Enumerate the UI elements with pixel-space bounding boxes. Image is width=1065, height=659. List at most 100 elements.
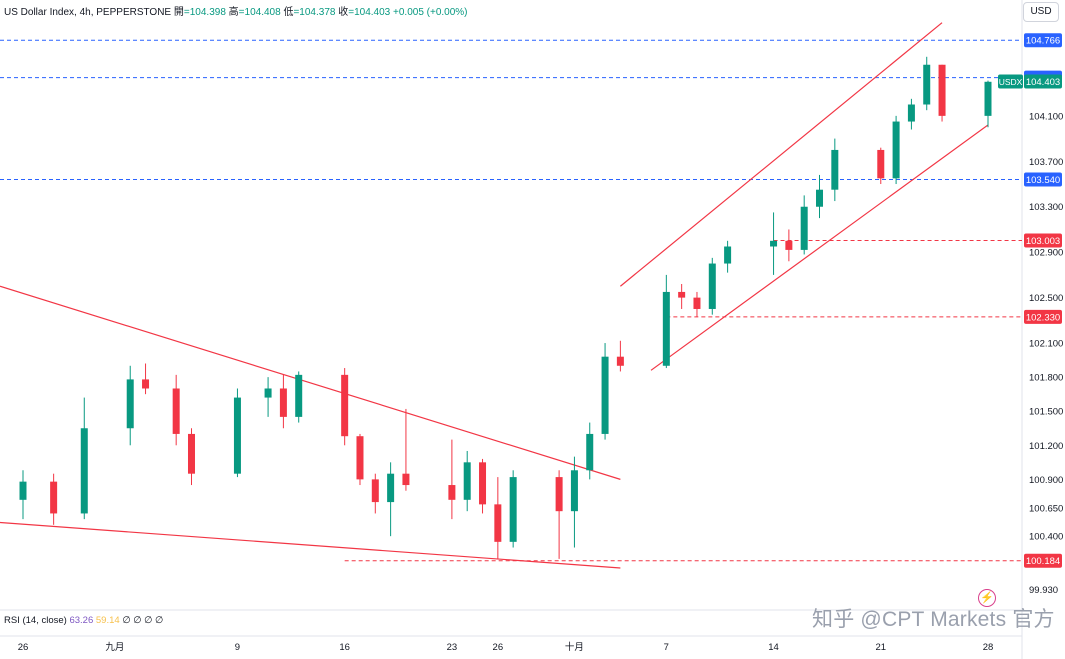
candle bbox=[586, 422, 594, 480]
symbol-title[interactable]: US Dollar Index, 4h, PEPPERSTONE bbox=[4, 7, 172, 18]
candle-body bbox=[708, 263, 716, 309]
candle-body bbox=[142, 379, 150, 389]
x-tick-label: 九月 bbox=[105, 641, 124, 653]
candle bbox=[295, 371, 303, 423]
candle bbox=[341, 368, 349, 446]
candle-body bbox=[126, 379, 134, 429]
candle-body bbox=[233, 397, 241, 474]
candle-body bbox=[50, 481, 58, 514]
candle-body bbox=[341, 374, 349, 437]
candle bbox=[923, 56, 931, 111]
x-tick-label: 16 bbox=[339, 642, 350, 653]
rsi-value-2: 59.14 bbox=[95, 615, 120, 626]
x-tick-label: 28 bbox=[983, 642, 994, 653]
candle bbox=[693, 291, 701, 317]
candle bbox=[877, 147, 885, 185]
high-value: =104.408 bbox=[238, 7, 281, 18]
lightning-icon[interactable]: ⚡ bbox=[978, 589, 996, 607]
close-value: =104.403 bbox=[348, 7, 391, 18]
y-tick-label: 99.930 bbox=[1029, 585, 1058, 596]
candle-body bbox=[892, 121, 900, 179]
trendline bbox=[0, 285, 621, 480]
low-label: 低 bbox=[283, 7, 294, 18]
x-tick-label: 23 bbox=[447, 642, 458, 653]
y-tick-label: 100.900 bbox=[1029, 475, 1063, 486]
candle bbox=[601, 343, 609, 440]
y-tick-label: 100.650 bbox=[1029, 503, 1063, 514]
candle-body bbox=[172, 388, 180, 434]
candle-body bbox=[601, 356, 609, 434]
rsi-legend[interactable]: RSI (14, close) 63.26 59.14 ∅ ∅ ∅ ∅ bbox=[4, 615, 163, 626]
price-label-bg bbox=[1024, 33, 1062, 48]
candle-body bbox=[509, 477, 517, 542]
price-labels: 104.766104.437104.403USDX103.540103.0031… bbox=[998, 33, 1062, 568]
candle-body bbox=[800, 206, 808, 250]
candle bbox=[279, 374, 287, 429]
candle-body bbox=[923, 64, 931, 105]
candle-body bbox=[785, 240, 793, 250]
candle bbox=[938, 64, 946, 122]
y-tick-label: 101.800 bbox=[1029, 373, 1063, 384]
candle-body bbox=[907, 104, 915, 122]
candle-body bbox=[555, 477, 563, 512]
candle-body bbox=[387, 473, 395, 503]
candle bbox=[570, 456, 578, 548]
candle bbox=[678, 283, 686, 309]
candle bbox=[233, 388, 241, 478]
candle bbox=[387, 462, 395, 537]
candle-body bbox=[816, 189, 824, 207]
price-label: 104.766 bbox=[1024, 33, 1062, 48]
candle-body bbox=[19, 481, 27, 500]
rsi-extra: ∅ ∅ ∅ ∅ bbox=[122, 615, 164, 626]
price-label: 103.540 bbox=[1024, 172, 1062, 187]
change-value: +0.005 (+0.00%) bbox=[393, 7, 468, 18]
candle-body bbox=[984, 81, 992, 116]
candle-body bbox=[371, 479, 379, 503]
y-tick-label: 101.500 bbox=[1029, 407, 1063, 418]
x-axis-ticks: 26 九月 9 16 23 26 十月 7 14 21 28 bbox=[18, 641, 994, 653]
candle bbox=[770, 212, 778, 275]
trendline bbox=[620, 22, 943, 287]
price-label: 102.330 bbox=[1024, 309, 1062, 324]
close-label: 收 bbox=[338, 7, 349, 18]
x-tick-label: 26 bbox=[493, 642, 504, 653]
candle-body bbox=[402, 473, 410, 486]
candle-body bbox=[831, 149, 839, 190]
price-label-bg bbox=[1024, 74, 1062, 89]
candle bbox=[831, 138, 839, 202]
high-label: 高 bbox=[228, 7, 239, 18]
candle-body bbox=[586, 433, 594, 471]
candle-body bbox=[678, 291, 686, 298]
candle bbox=[800, 195, 808, 255]
price-label-bg bbox=[1024, 233, 1062, 248]
candle bbox=[662, 274, 670, 369]
candle bbox=[448, 439, 456, 520]
y-tick-label: 102.100 bbox=[1029, 339, 1063, 350]
candle-body bbox=[570, 470, 578, 512]
candle bbox=[172, 374, 180, 446]
currency-button[interactable]: USD bbox=[1023, 2, 1059, 22]
price-label-bg bbox=[1024, 309, 1062, 324]
candle bbox=[616, 340, 624, 372]
candle bbox=[126, 365, 134, 446]
horizontal-lines bbox=[0, 39, 1022, 562]
open-label: 開 bbox=[173, 7, 184, 18]
candle-body bbox=[616, 356, 624, 366]
candle-body bbox=[187, 433, 195, 474]
candle-body bbox=[494, 504, 502, 542]
candle bbox=[402, 408, 410, 491]
y-tick-label: 103.300 bbox=[1029, 202, 1063, 213]
candle bbox=[371, 473, 379, 514]
watermark: 知乎 @CPT Markets 官方 bbox=[812, 608, 1055, 631]
x-tick-label: 26 bbox=[18, 642, 29, 653]
candle bbox=[494, 477, 502, 559]
candle-body bbox=[724, 246, 732, 264]
trendline bbox=[650, 124, 989, 371]
candle-body bbox=[279, 388, 287, 417]
chart-header: US Dollar Index, 4h, PEPPERSTONE 開=104.3… bbox=[4, 3, 468, 18]
y-tick-label: 102.500 bbox=[1029, 293, 1063, 304]
price-label: 100.184 bbox=[1024, 553, 1062, 568]
price-label-bg bbox=[1024, 553, 1062, 568]
